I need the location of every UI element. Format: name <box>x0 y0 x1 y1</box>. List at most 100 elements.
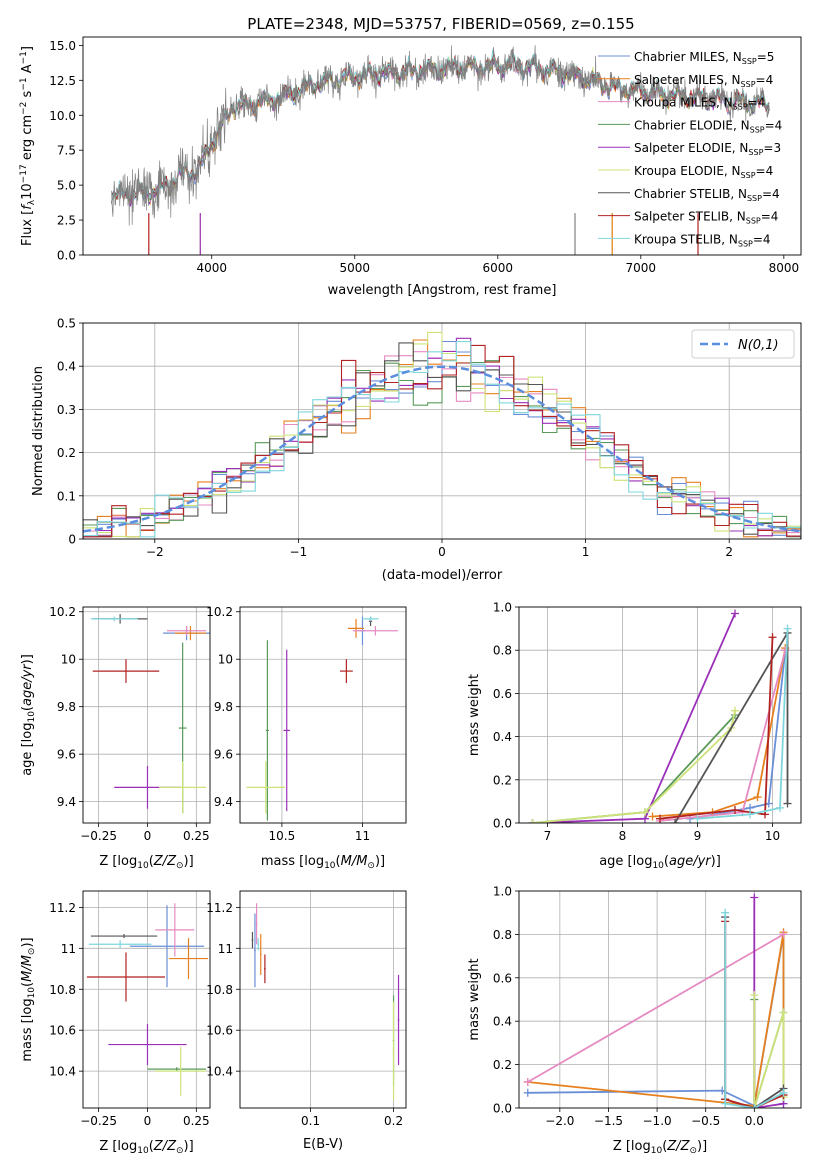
y-tick-label: 0.8 <box>493 928 512 942</box>
y-axis-label-part: )] <box>20 654 35 664</box>
legend-label-suffix: =3 <box>763 141 781 155</box>
y-axis-label-part: ( <box>20 982 35 987</box>
y-tick-label: 7.5 <box>57 144 76 158</box>
panel-massweight-vs-Z: −2.0 −1.5 −1.0 −0.5 0.0 0.0 0.2 0.4 0.6 0.8 1.0 mas… <box>467 885 802 1156</box>
x-tick-label: 0.2 <box>384 1114 403 1128</box>
legend-label-sub: SSP <box>746 217 761 226</box>
y-tick-label: 0.4 <box>493 1015 512 1029</box>
panel-mass-vs-EBV: 0.1 0.2 10.4 10.6 10.8 11 11.2 E(B-V) <box>206 890 407 1152</box>
y-tick-label: 12.5 <box>49 74 76 88</box>
mass-weight-marker <box>721 908 730 917</box>
y-tick-label: 2.5 <box>57 214 76 228</box>
x-axis-label: Z [log10(Z/Z⊙)] <box>99 1139 193 1156</box>
x-tick-label: 2 <box>725 545 733 559</box>
x-axis-label-part: 10 <box>137 861 149 871</box>
x-axis-label-part: mass [log <box>261 854 324 869</box>
legend-label-sub: SSP <box>738 239 753 248</box>
y-tick-label: 11 <box>61 942 76 956</box>
x-tick-label: −2.0 <box>545 1114 574 1128</box>
axes-frame <box>239 606 407 824</box>
legend-label-suffix: =4 <box>753 232 771 246</box>
mass-weight-marker <box>746 810 754 819</box>
y-axis-label-part: f <box>20 203 35 210</box>
y-tick-label: 0.5 <box>57 317 76 331</box>
y-axis-label-part: ( <box>20 706 35 711</box>
x-axis-label-part: 10 <box>137 1146 149 1156</box>
x-axis-label-part: Z [log <box>613 1139 651 1154</box>
y-tick-label: 10.0 <box>49 109 76 123</box>
mass-weight-marker <box>783 799 792 808</box>
y-axis-label-part: 10 <box>20 183 35 200</box>
legend-label-text: Salpeter MILES, N <box>634 73 741 87</box>
mass-weight-marker <box>523 1077 532 1086</box>
x-tick-label: 0.25 <box>183 829 210 843</box>
x-tick-label: 0 <box>438 545 446 559</box>
x-tick-label: 6000 <box>483 261 514 275</box>
y-axis-label-part: −2 <box>19 102 29 115</box>
observed-spectrum-line <box>111 45 770 226</box>
axes-frame <box>518 890 802 1109</box>
legend-label: Kroupa MILES, NSSP=4 <box>634 96 765 112</box>
x-axis-label-part: 10 <box>651 1146 663 1156</box>
y-tick-label: 1.0 <box>493 601 512 615</box>
x-axis-label: Z [log10(Z/Z⊙)] <box>613 1139 707 1156</box>
y-axis-label: Flux [fλ10−17 erg cm−2 s−1 A−1] <box>19 46 37 246</box>
y-tick-label: 10 <box>218 653 233 667</box>
x-axis-label: mass [log10(M/M⊙)] <box>261 854 385 871</box>
mass-weight-marker <box>750 893 759 902</box>
x-axis-label-part: )] <box>375 854 385 869</box>
mass-weight-marker <box>750 991 759 1000</box>
y-tick-label: 11.2 <box>206 901 233 915</box>
x-tick-label: 1 <box>582 545 590 559</box>
mass-weight-marker <box>731 806 739 815</box>
y-axis-label-part: s <box>20 90 35 101</box>
legend-label: Kroupa STELIB, NSSP=4 <box>634 232 771 248</box>
axes-frame <box>518 606 802 824</box>
axes-frame <box>82 36 802 256</box>
x-axis-label-part: )] <box>184 854 194 869</box>
mass-weight-marker <box>776 803 784 812</box>
x-tick-label: 0.1 <box>301 1114 320 1128</box>
plot-area <box>519 607 801 823</box>
mass-weight-marker <box>783 624 792 633</box>
y-tick-label: 9.6 <box>214 748 233 762</box>
panel-residuals: −2 −1 0 1 2 0 0.1 0.2 0.3 0.4 0.5 (data-model)/erro… <box>31 317 802 583</box>
y-tick-label: 0.6 <box>493 971 512 985</box>
x-axis-label-part: 10 <box>652 861 664 871</box>
legend-label-sub: SSP <box>750 125 765 134</box>
mass-weight-line <box>753 995 785 1108</box>
y-tick-label: 9.8 <box>57 700 76 714</box>
legend-label: Salpeter MILES, NSSP=4 <box>634 73 773 89</box>
legend-label: N(0,1) <box>738 338 779 353</box>
plot-area <box>519 891 801 1108</box>
y-tick-label: 1.0 <box>493 885 512 899</box>
y-axis-label-part: −17 <box>19 164 29 183</box>
x-tick-label: −1.5 <box>594 1114 623 1128</box>
x-tick-label: 7000 <box>626 261 657 275</box>
y-axis-label: age [log10(age/yr)] <box>20 654 37 776</box>
legend-label: Chabrier ELODIE, NSSP=4 <box>634 118 782 134</box>
x-axis-label-part: Z/Z <box>666 1139 690 1154</box>
y-tick-label: 10 <box>61 653 76 667</box>
legend-label-sub: SSP <box>741 80 756 89</box>
x-axis-label-part: ⊙ <box>689 1146 697 1156</box>
y-axis-label-part: A <box>20 64 35 77</box>
x-axis-label-part: )] <box>697 1139 707 1154</box>
x-axis-label-part: ( <box>664 854 669 869</box>
mass-weight-marker <box>641 808 649 817</box>
mass-weight-line <box>532 613 736 823</box>
y-axis-label: Normed distribution <box>31 366 46 496</box>
x-axis-label-part: Z/Z <box>153 854 177 869</box>
y-axis-label-part: 10 <box>27 711 37 723</box>
plot-area <box>240 607 406 823</box>
y-axis-label: mass [log10(M/M⊙)] <box>20 937 37 1061</box>
residual-histogram <box>83 344 801 539</box>
y-tick-label: 10.8 <box>49 983 76 997</box>
mass-weight-marker <box>731 609 739 618</box>
x-tick-label: 0 <box>144 829 152 843</box>
y-tick-label: 10.2 <box>49 605 76 619</box>
x-tick-label: −1 <box>290 545 308 559</box>
legend-label-text: Chabrier ELODIE, N <box>634 118 750 132</box>
